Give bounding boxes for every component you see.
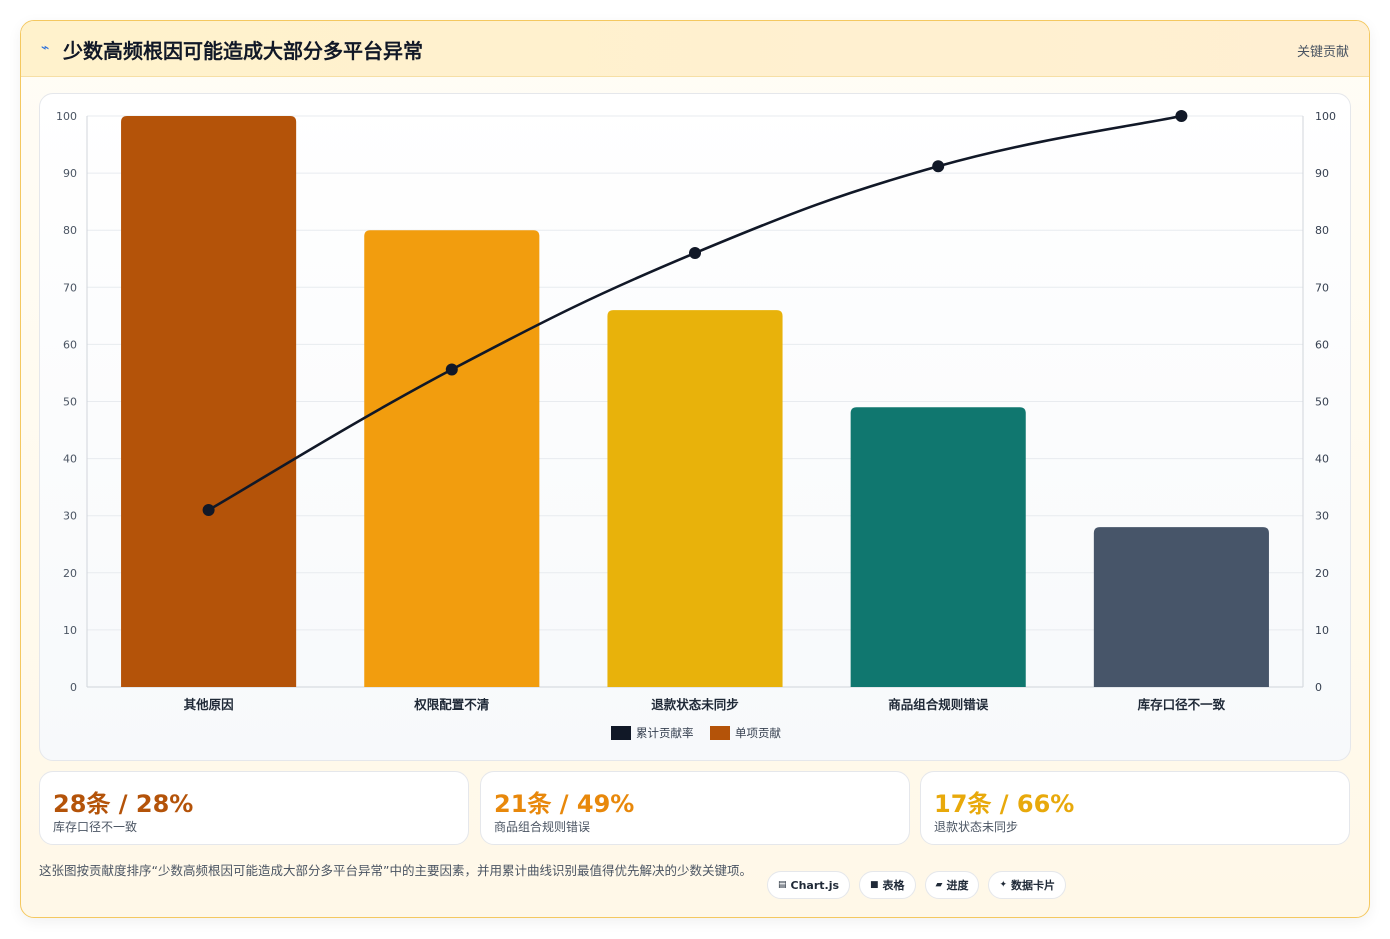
- y-tick-label: 40: [63, 453, 77, 466]
- y-tick-label: 60: [63, 338, 77, 351]
- chip-table[interactable]: ■ 表格: [859, 871, 916, 899]
- chart-area: 0 0 10 10 20 20 30 30 40 40 50 50 60 60 70 70 80 80 90 90 10…: [39, 93, 1351, 761]
- chip-chartjs[interactable]: ▤ Chart.js: [767, 871, 851, 899]
- header-tag: 关键贡献: [1296, 45, 1349, 60]
- cumulative-point: [932, 160, 945, 173]
- y2-tick-label: 80: [1315, 224, 1329, 237]
- bar: [850, 407, 1026, 687]
- chip-data-card[interactable]: ✦ 数据卡片: [988, 871, 1067, 899]
- y2-tick-label: 20: [1315, 567, 1329, 580]
- stat-label: 库存口径不一致: [53, 820, 138, 834]
- x-tick-label: 商品组合规则错误: [888, 697, 989, 712]
- x-tick-label: 退款状态未同步: [651, 697, 739, 712]
- y2-tick-label: 100: [1315, 110, 1336, 123]
- chip-label: Chart.js: [790, 878, 840, 892]
- cumulative-point: [445, 363, 458, 376]
- y2-tick-label: 90: [1315, 167, 1329, 180]
- y2-tick-label: 40: [1315, 453, 1329, 466]
- x-tick-label: 其他原因: [184, 697, 234, 712]
- lightning-icon: ⌁: [41, 40, 50, 56]
- stat-value: 21条 / 49%: [494, 790, 635, 818]
- feature-chips: ▤ Chart.js ■ 表格 ▰ 进度 ✦ 数据卡片: [767, 871, 1067, 899]
- bar: [607, 310, 783, 687]
- x-tick-label: 权限配置不清: [413, 697, 490, 712]
- stat-label: 商品组合规则错误: [494, 820, 591, 834]
- chart-title: 少数高频根因可能造成大部分多平台异常: [63, 39, 423, 63]
- pareto-chart: 0 0 10 10 20 20 30 30 40 40 50 50 60 60 70 70 80 80 90 90 10…: [56, 110, 1336, 740]
- y-tick-label: 100: [56, 110, 77, 123]
- stat-value: 28条 / 28%: [53, 790, 194, 818]
- card-icon: ✦: [999, 880, 1008, 890]
- legend-swatch: [710, 726, 730, 740]
- y2-tick-label: 50: [1315, 396, 1329, 409]
- y-tick-label: 80: [63, 224, 77, 237]
- chip-label: 进度: [946, 879, 969, 892]
- chip-label: 表格: [882, 879, 905, 892]
- chip-progress[interactable]: ▰ 进度: [924, 871, 980, 899]
- y-tick-label: 10: [63, 624, 77, 637]
- table-icon: ■: [870, 880, 879, 890]
- stat-card-3: 17条 / 66% 退款状态未同步: [920, 771, 1350, 845]
- legend-label: 单项贡献: [735, 726, 781, 740]
- legend-swatch: [611, 726, 631, 740]
- y-tick-label: 30: [63, 510, 77, 523]
- chart-icon: ▤: [778, 880, 787, 890]
- y-tick-label: 70: [63, 281, 77, 294]
- stat-card-2: 21条 / 49% 商品组合规则错误: [480, 771, 910, 845]
- progress-icon: ▰: [935, 880, 943, 890]
- cumulative-point: [689, 247, 701, 260]
- y2-tick-label: 30: [1315, 510, 1329, 523]
- y-tick-label: 50: [63, 396, 77, 409]
- x-tick-label: 库存口径不一致: [1138, 697, 1226, 712]
- chip-label: 数据卡片: [1011, 879, 1056, 892]
- y-tick-label: 90: [63, 167, 77, 180]
- chart-card: ⌁ 少数高频根因可能造成大部分多平台异常 关键贡献 0 0 10 10 20 20 30 30…: [20, 20, 1370, 918]
- y2-tick-label: 60: [1315, 338, 1329, 351]
- cumulative-point: [202, 503, 215, 516]
- stat-card-1: 28条 / 28% 库存口径不一致: [39, 771, 469, 845]
- y2-tick-label: 70: [1315, 281, 1329, 294]
- y2-tick-label: 0: [1315, 681, 1322, 694]
- card-header: ⌁ 少数高频根因可能造成大部分多平台异常 关键贡献: [21, 21, 1369, 77]
- y2-tick-label: 10: [1315, 624, 1329, 637]
- bar: [364, 230, 540, 687]
- y-tick-label: 20: [63, 567, 77, 580]
- bar: [121, 116, 297, 687]
- stat-label: 退款状态未同步: [934, 820, 1019, 834]
- chart-description: 这张图按贡献度排序“少数高频根因可能造成大部分多平台异常”中的主要因素，并用累计…: [39, 863, 752, 878]
- bar: [1093, 527, 1269, 687]
- stat-value: 17条 / 66%: [934, 790, 1075, 818]
- y-tick-label: 0: [70, 681, 77, 694]
- cumulative-point: [1175, 110, 1188, 122]
- legend-label: 累计贡献率: [636, 726, 694, 740]
